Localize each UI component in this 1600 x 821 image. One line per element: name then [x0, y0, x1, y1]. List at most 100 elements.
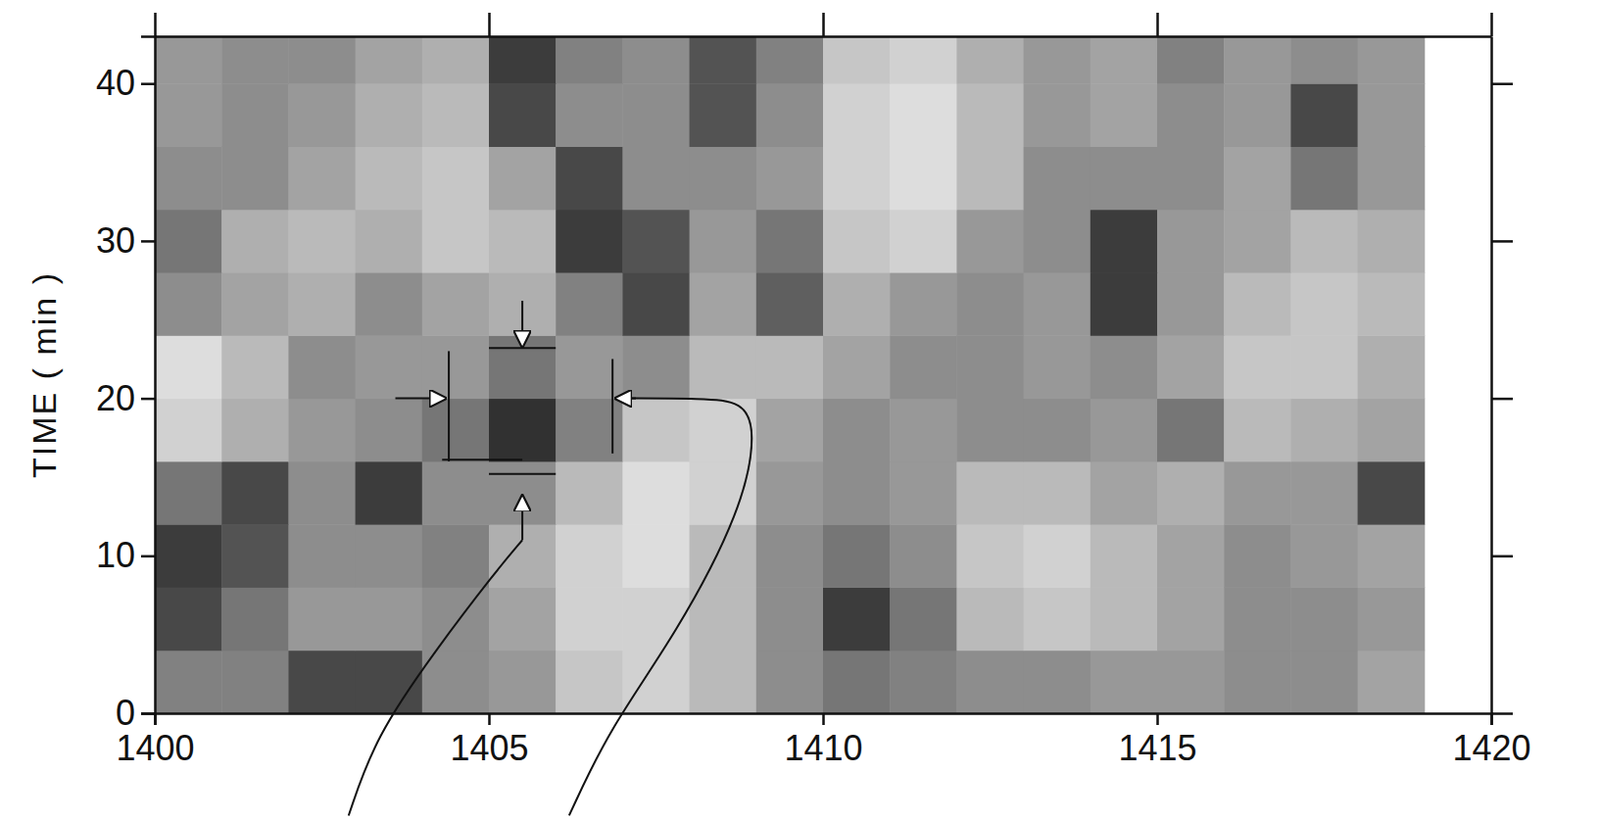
tick-mark: [141, 82, 155, 86]
cell: [221, 586, 290, 651]
cell: [288, 524, 356, 588]
cell: [889, 398, 958, 463]
cell: [1290, 524, 1358, 588]
cell: [555, 650, 624, 714]
cell: [689, 586, 758, 651]
cell: [154, 335, 223, 399]
arrow: [521, 495, 524, 540]
cell: [1357, 524, 1426, 588]
cell: [1357, 586, 1426, 651]
cell: [1290, 650, 1358, 714]
cell: [555, 272, 624, 337]
cells: [154, 36, 1425, 714]
tick-mark: [1491, 397, 1513, 401]
cell: [622, 36, 690, 85]
cell: [488, 650, 557, 714]
cell: [422, 335, 490, 399]
cell: [555, 586, 624, 651]
cell: [1223, 209, 1292, 274]
tick-mark: [1490, 12, 1494, 37]
cell: [1157, 36, 1225, 85]
cell: [1357, 83, 1426, 147]
cell: [622, 209, 690, 274]
cell: [422, 272, 490, 337]
cell: [956, 272, 1024, 337]
tick-mark: [1490, 713, 1494, 726]
tick: [1157, 12, 1159, 37]
cell: [622, 83, 690, 147]
cell: [488, 83, 557, 147]
cell: [689, 461, 758, 526]
cell: [555, 461, 624, 526]
cell: [1090, 272, 1159, 337]
tick: [823, 12, 825, 37]
cell: [889, 209, 958, 274]
cell: [1157, 272, 1225, 337]
arrow: [616, 397, 636, 400]
tick-mark: [1156, 12, 1160, 37]
cell: [889, 524, 958, 588]
bracket: [447, 350, 450, 461]
cell: [288, 398, 356, 463]
cell: [288, 272, 356, 337]
cell: [889, 272, 958, 337]
cell: [288, 83, 356, 147]
cell: [1023, 524, 1092, 588]
cell: [488, 36, 557, 85]
cell: [756, 524, 825, 588]
cell: [1223, 586, 1292, 651]
cell: [1090, 398, 1159, 463]
cell: [622, 461, 690, 526]
cell: [1290, 586, 1358, 651]
cell: [221, 83, 290, 147]
cell: [689, 36, 758, 85]
cell: [288, 209, 356, 274]
chart: 14001405141014151420010203040TIME ( min …: [0, 0, 1600, 821]
cell: [689, 650, 758, 714]
cell: [1023, 335, 1092, 399]
bracket: [611, 358, 614, 453]
cell: [288, 461, 356, 526]
cell: [288, 145, 356, 210]
tick-label: 10: [96, 534, 136, 576]
axis-line: [1490, 37, 1494, 715]
bracket: [488, 473, 556, 476]
cell: [1290, 272, 1358, 337]
tick-label: 20: [96, 378, 136, 419]
cell: [154, 650, 223, 714]
cell: [756, 145, 825, 210]
tick-mark: [1491, 555, 1513, 559]
cell: [355, 650, 424, 714]
cell: [1357, 461, 1426, 526]
tick: 10: [96, 534, 155, 576]
cell: [555, 524, 624, 588]
cell: [689, 335, 758, 399]
tick: 20: [96, 378, 155, 419]
y-axis: 010203040: [96, 37, 156, 734]
cell: [555, 36, 624, 85]
cell: [1023, 650, 1092, 714]
annotations: [348, 300, 752, 816]
cell: [956, 36, 1024, 85]
cell: [956, 335, 1024, 399]
cell: [154, 524, 223, 588]
cell: [1090, 36, 1159, 85]
cell: [823, 209, 891, 274]
cell: [422, 36, 490, 85]
tick-label: 1420: [1452, 727, 1531, 769]
cell: [1090, 650, 1159, 714]
cell: [889, 36, 958, 85]
cell: [1023, 398, 1092, 463]
cell: [221, 272, 290, 337]
cell: [422, 650, 490, 714]
tick: [1491, 12, 1493, 37]
tick: 0: [115, 692, 155, 733]
tick: 1420: [1452, 713, 1531, 769]
cell: [1023, 83, 1092, 147]
cell: [488, 145, 557, 210]
cell: [154, 145, 223, 210]
tick-mark: [1156, 713, 1160, 726]
bracket: [441, 458, 523, 461]
cell: [355, 398, 424, 463]
cell: [689, 398, 758, 463]
